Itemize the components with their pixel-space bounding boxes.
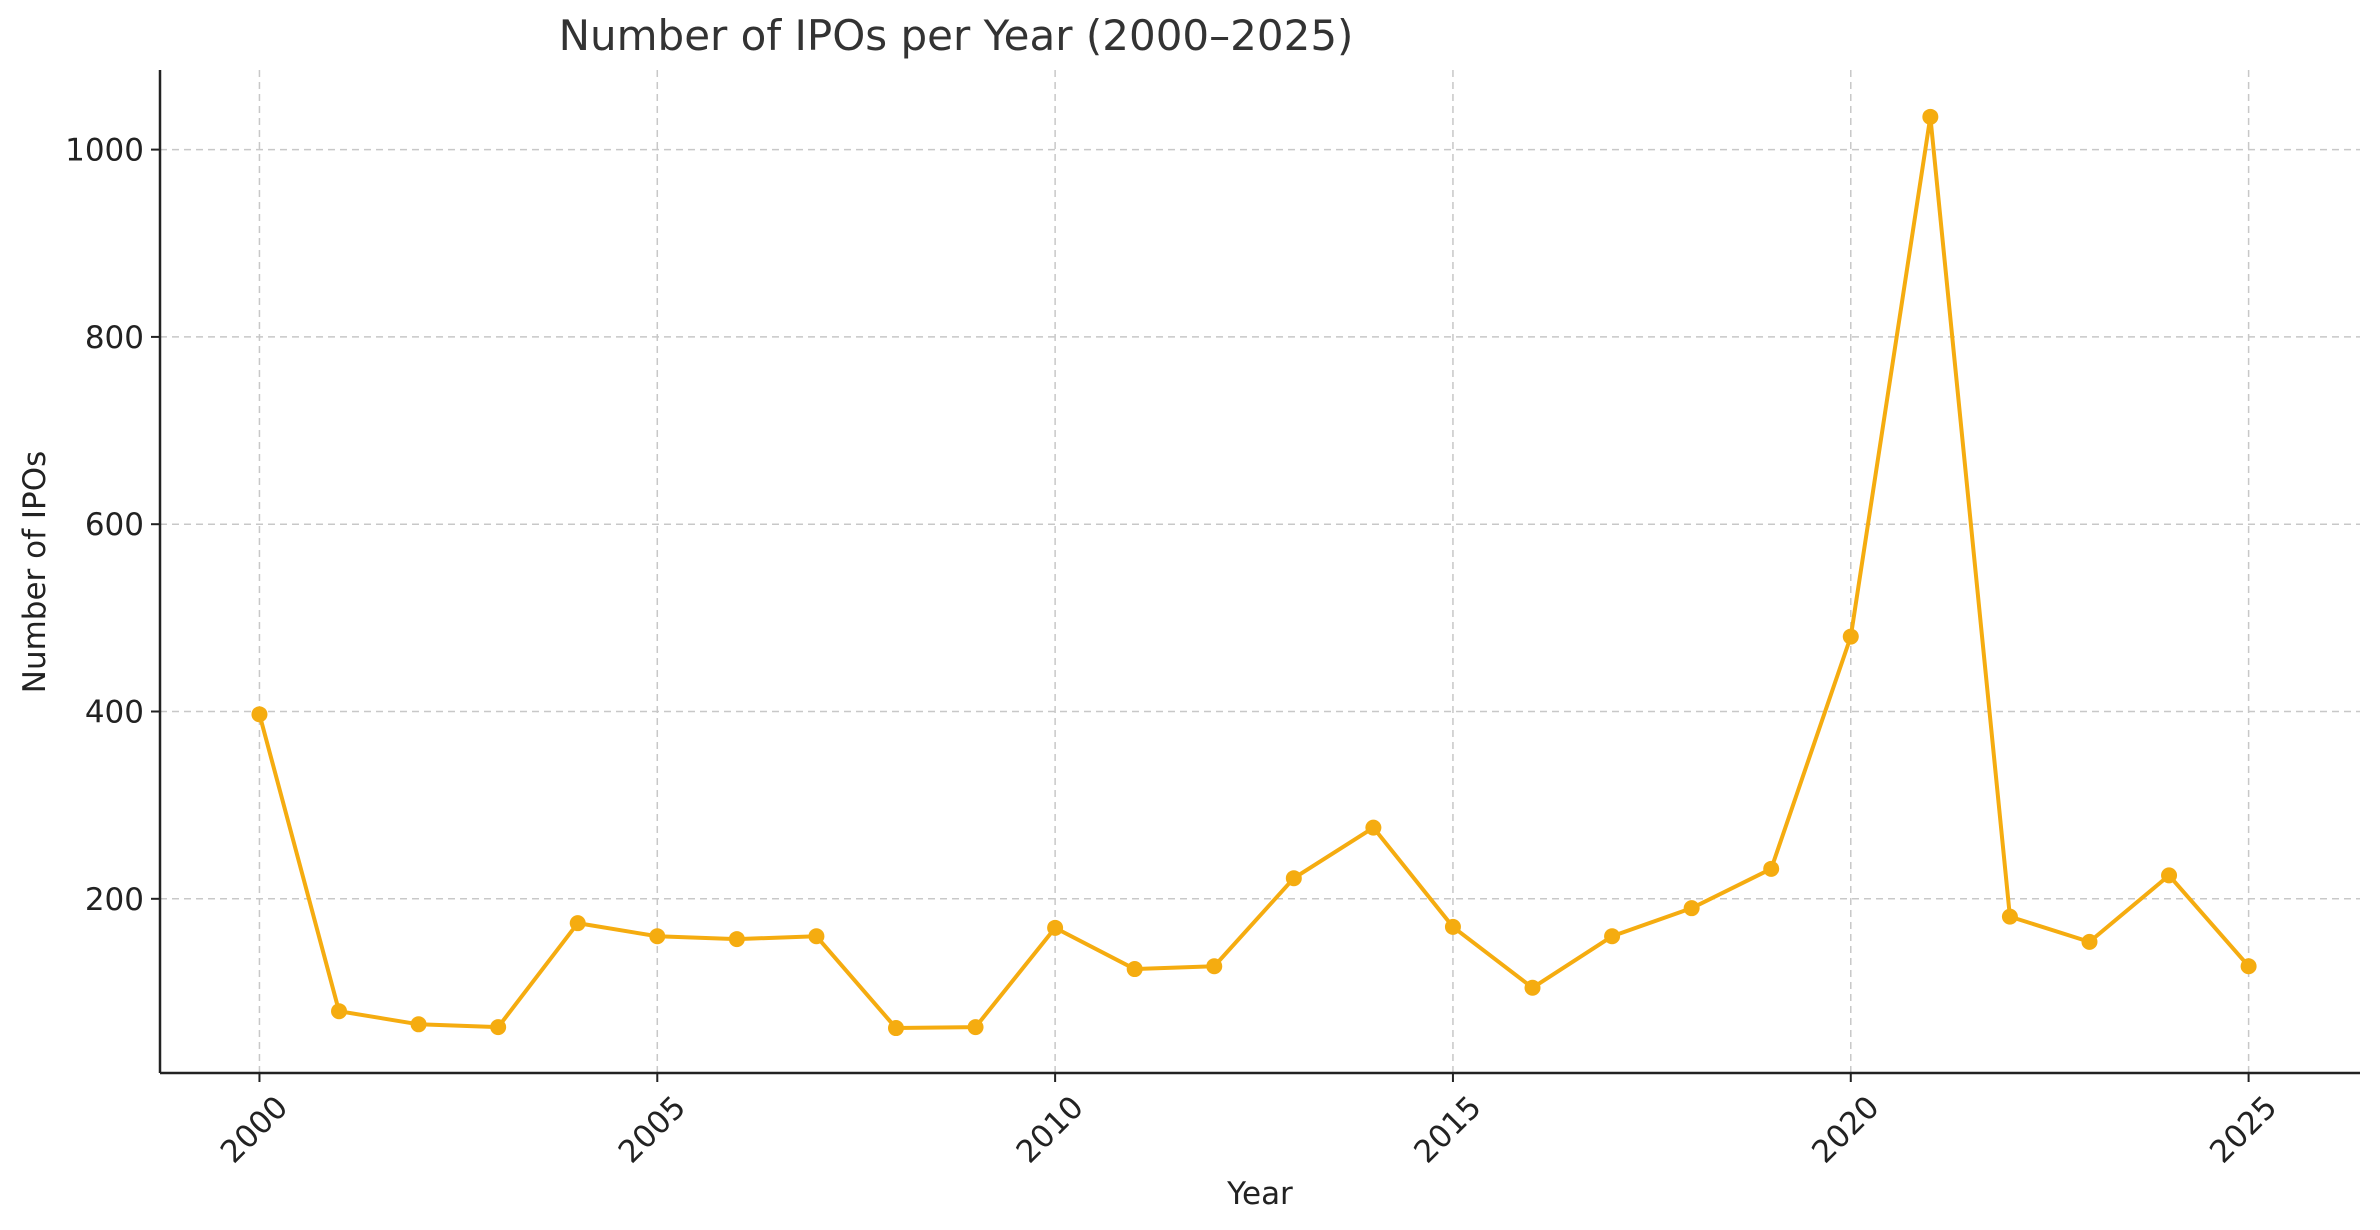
data-point	[2240, 958, 2257, 975]
data-point	[1604, 928, 1621, 945]
series-line	[257, 114, 2251, 1031]
y-tick-label: 400	[85, 695, 144, 731]
y-tick-label: 800	[85, 320, 144, 356]
data-point	[2001, 908, 2018, 925]
data-point	[1683, 900, 1700, 917]
data-point	[1524, 979, 1541, 996]
data-point	[1126, 961, 1143, 978]
y-tick-label: 1000	[65, 133, 144, 169]
data-point	[808, 928, 825, 945]
data-point	[1206, 958, 1223, 975]
data-point	[887, 1020, 904, 1037]
x-tick-label: 2020	[1805, 1089, 1886, 1170]
data-point	[1285, 870, 1302, 887]
series	[251, 108, 2257, 1037]
data-point	[569, 915, 586, 932]
y-tick-label: 600	[85, 507, 144, 543]
data-point	[649, 928, 666, 945]
data-point	[410, 1016, 427, 1033]
data-point	[490, 1019, 507, 1036]
ticks: 2000 2005 2010 2015 2020 2025 200 400 600 800 1000	[65, 133, 2284, 1171]
x-tick-label: 2005	[612, 1089, 693, 1170]
data-point	[1444, 918, 1461, 935]
data-point	[728, 931, 745, 948]
axes	[158, 70, 2360, 1075]
grid	[160, 70, 2360, 1073]
x-tick-label: 2015	[1407, 1089, 1488, 1170]
chart-title: Number of IPOs per Year (2000–2025)	[559, 11, 1354, 60]
data-point	[2161, 867, 2178, 884]
data-point	[1922, 108, 1939, 125]
data-point	[251, 706, 268, 723]
data-point	[1365, 819, 1382, 836]
x-axis-label: Year	[1226, 1176, 1293, 1212]
y-tick-label: 200	[85, 882, 144, 918]
x-tick-label: 2025	[2203, 1089, 2284, 1170]
y-axis-label: Number of IPOs	[17, 451, 53, 694]
data-point	[1047, 919, 1064, 936]
x-tick-label: 2010	[1010, 1089, 1091, 1170]
data-point	[1763, 860, 1780, 877]
data-point	[967, 1019, 984, 1036]
data-point	[2081, 933, 2098, 950]
x-tick-label: 2000	[214, 1089, 295, 1170]
data-point	[1842, 628, 1859, 645]
data-point	[331, 1003, 348, 1020]
